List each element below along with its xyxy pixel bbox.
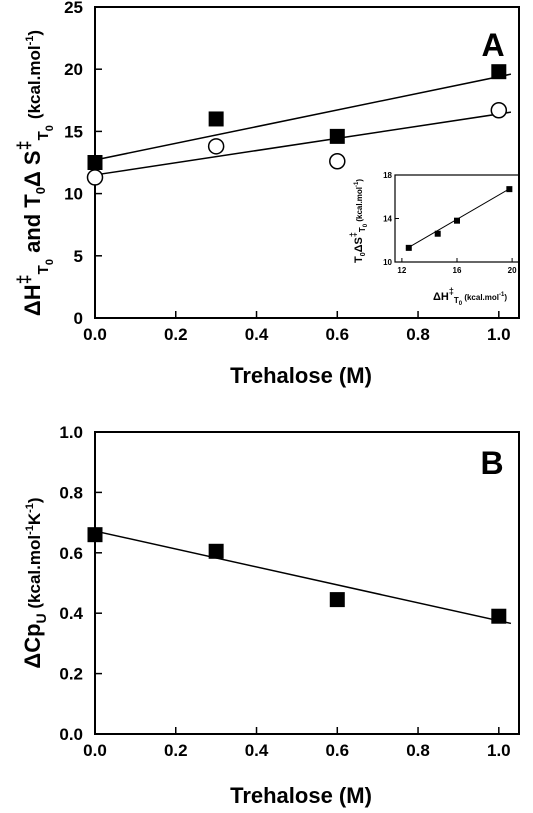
data-point-circle <box>329 153 346 170</box>
inset-y-tick-label: 10 <box>383 258 392 267</box>
x-tick-label: 0.2 <box>164 741 188 760</box>
panel-b-markers <box>87 527 507 624</box>
fit-line <box>94 73 512 161</box>
inset-x-tick-label: 16 <box>453 266 462 275</box>
panel-b-fit-lines <box>94 530 512 625</box>
inset-data-point <box>405 244 412 251</box>
y-tick-label: 0 <box>74 309 83 328</box>
x-tick-label: 0.8 <box>406 325 430 344</box>
delta-symbol: Δ <box>20 653 45 669</box>
y-tick-label: 25 <box>64 0 83 17</box>
panel-a-y-axis-title: ΔH‡T0 and T0Δ S‡T0(kcal.mol-1) <box>14 30 56 316</box>
panel-a-x-ticks: 0.0 0.2 0.4 0.6 0.8 1.0 <box>83 311 511 344</box>
panel-a-letter: A <box>481 27 504 63</box>
inset-data-point <box>454 217 460 224</box>
panel-a-y-ticks: 0 5 10 15 20 25 <box>64 0 102 328</box>
x-tick-label: 1.0 <box>487 325 511 344</box>
inset-x-axis-title: ΔH‡T0 (kcal.mol-1) <box>433 286 507 307</box>
panel-a-x-axis-title: Trehalose (M) <box>230 363 372 388</box>
inset-data-point <box>506 186 513 193</box>
fit-line <box>94 530 512 625</box>
data-point-square <box>329 592 345 608</box>
svg-text:ΔCpU (kcal.mol-1K-1): ΔCpU (kcal.mol-1K-1) <box>20 497 49 668</box>
panel-a-fit-lines <box>94 73 512 176</box>
inset-y-tick-label: 18 <box>383 171 392 180</box>
inset-x-tick-label: 20 <box>508 266 517 275</box>
y-tick-label: 5 <box>74 247 83 266</box>
panel-b: B 0.0 0.2 0.4 0.6 0.8 1.0 0.00.20.40.60.81.0 … <box>20 423 520 808</box>
data-point-circle <box>86 169 104 186</box>
svg-text:ΔH‡T0 and T0Δ S‡T0(kcal.mol-1): ΔH‡T0 and T0Δ S‡T0(kcal.mol-1) <box>14 30 56 316</box>
x-tick-label: 0.4 <box>245 325 269 344</box>
x-tick-label: 0.2 <box>164 325 188 344</box>
data-point-circle <box>490 102 508 119</box>
panel-b-y-axis-title: ΔCpU (kcal.mol-1K-1) <box>20 497 49 668</box>
y-tick-label: 15 <box>64 122 83 141</box>
data-point-square <box>491 64 507 80</box>
y-tick-label: 0.8 <box>59 483 83 502</box>
x-tick-label: 0.6 <box>325 325 349 344</box>
x-tick-label: 0.6 <box>325 741 349 760</box>
y-tick-label: 20 <box>64 60 83 79</box>
inset-x-tick-label: 12 <box>397 266 406 275</box>
svg-text:T0ΔS‡T0 (kcal.mol-1): T0ΔS‡T0 (kcal.mol-1) <box>348 179 369 263</box>
x-tick-label: 0.0 <box>83 741 107 760</box>
inset-y-ticks: 10 14 18 <box>383 171 399 267</box>
y-tick-label: 1.0 <box>59 423 83 442</box>
inset-data-point <box>434 230 441 237</box>
y-tick-label: 0.2 <box>59 665 83 684</box>
panel-a: A 0.0 0.2 0.4 0.6 0.8 1.0 0 5 10 15 20 25 Trehalos… <box>14 0 520 388</box>
data-point-square <box>329 128 345 144</box>
panel-b-letter: B <box>480 445 503 481</box>
y-tick-label: 10 <box>64 185 83 204</box>
y-tick-label: 0.6 <box>59 544 83 563</box>
inset-y-axis-title: T0ΔS‡T0 (kcal.mol-1) <box>348 179 369 263</box>
data-point-circle <box>207 138 225 155</box>
fit-line <box>94 111 512 176</box>
x-tick-label: 1.0 <box>487 741 511 760</box>
y-tick-label: 0.4 <box>59 604 83 623</box>
panel-a-markers <box>86 64 508 186</box>
panel-a-inset: 12 16 20 10 14 18 ΔH‡T0 (kcal.mol-1) T0ΔS‡T0… <box>348 171 520 307</box>
data-point-square <box>87 527 103 543</box>
x-tick-label: 0.8 <box>406 741 430 760</box>
panel-b-plot-frame <box>94 431 520 735</box>
inset-x-ticks: 12 16 20 <box>397 258 517 275</box>
x-tick-label: 0.0 <box>83 325 107 344</box>
data-point-square <box>208 543 224 559</box>
panel-b-x-axis-title: Trehalose (M) <box>230 783 372 808</box>
panel-b-y-ticks: 0.0 0.2 0.4 0.6 0.8 1.0 <box>59 423 102 744</box>
data-point-square <box>491 608 507 624</box>
inset-y-tick-label: 14 <box>383 215 392 224</box>
delta-symbol: Δ <box>20 300 45 316</box>
inset-markers <box>405 186 513 251</box>
data-point-square <box>208 111 224 127</box>
data-point-square <box>87 155 103 170</box>
y-tick-label: 0.0 <box>59 725 83 744</box>
panel-b-x-ticks: 0.0 0.2 0.4 0.6 0.8 1.0 <box>83 727 511 760</box>
x-tick-label: 0.4 <box>245 741 269 760</box>
